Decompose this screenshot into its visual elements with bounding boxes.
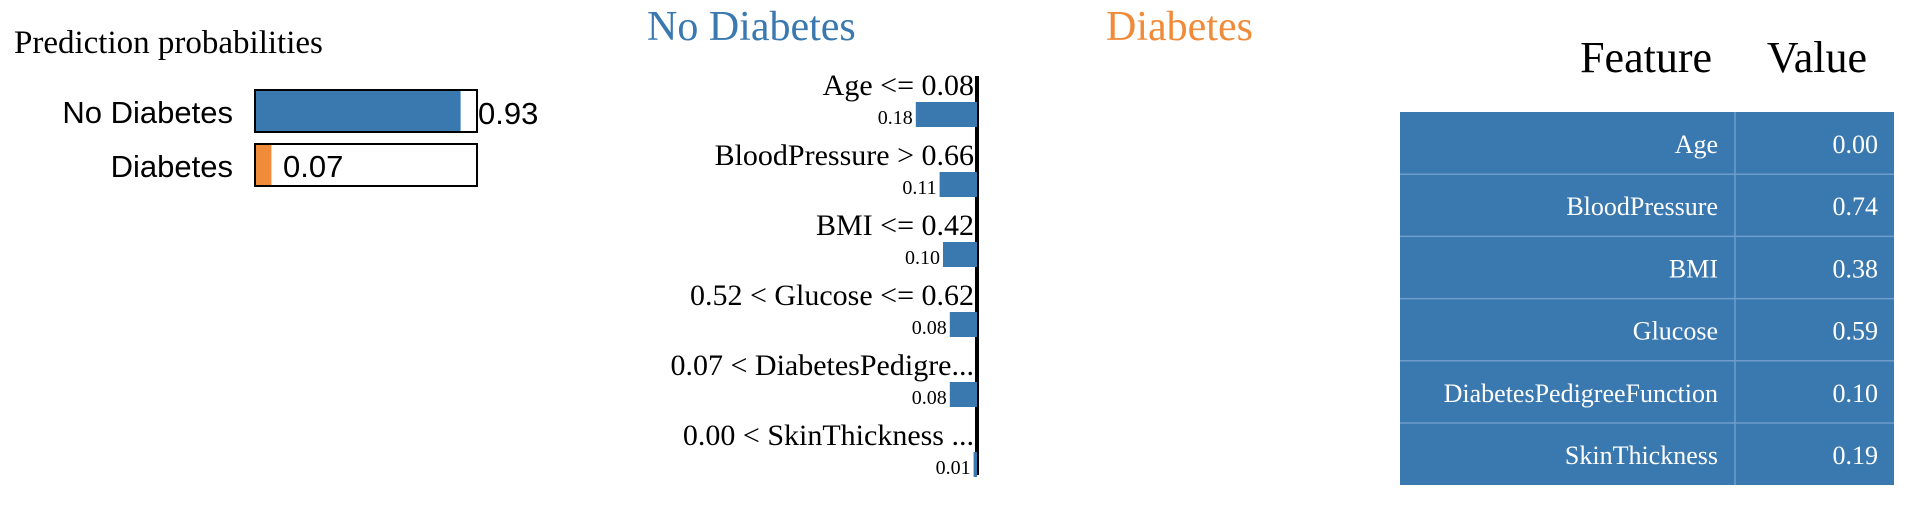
feature-value-table: Feature Value Age 0.00 BloodPressure 0.74 BM… [1400, 33, 1894, 485]
table-cell-feature: DiabetesPedigreeFunction [1444, 379, 1718, 408]
prob-label-no-diabetes: No Diabetes [62, 95, 233, 130]
class-label-no-diabetes: No Diabetes [647, 4, 856, 50]
prob-bar-no-diabetes [256, 91, 461, 131]
feature-condition-label: BloodPressure > 0.66 [715, 139, 974, 172]
prediction-probabilities-panel: Prediction probabilities No Diabetes 0.9… [14, 25, 538, 187]
feature-contribution-value: 0.01 [936, 457, 971, 479]
feature-contribution-value: 0.10 [905, 247, 940, 269]
feature-contribution-bar [939, 172, 977, 197]
table-cell-feature: BMI [1669, 254, 1718, 283]
prob-bar-diabetes [256, 145, 272, 185]
feature-contribution-bar [915, 102, 977, 127]
table-cell-value: 0.38 [1833, 254, 1879, 283]
class-label-diabetes: Diabetes [1106, 4, 1253, 50]
table-header-value: Value [1767, 33, 1867, 82]
table-cell-value: 0.10 [1833, 379, 1879, 408]
feature-condition-label: 0.07 < DiabetesPedigre... [670, 349, 974, 382]
table-cell-feature: Age [1675, 130, 1718, 159]
prob-value-no-diabetes: 0.93 [478, 96, 538, 131]
feature-contribution-value: 0.08 [912, 317, 947, 339]
prob-value-diabetes: 0.07 [283, 149, 343, 184]
table-cell-value: 0.74 [1833, 192, 1879, 221]
feature-contribution-bar [973, 452, 977, 477]
prob-label-diabetes: Diabetes [111, 149, 233, 184]
table-cell-feature: SkinThickness [1565, 441, 1718, 470]
feature-condition-label: 0.00 < SkinThickness ... [683, 419, 974, 452]
feature-condition-label: 0.52 < Glucose <= 0.62 [690, 279, 974, 312]
feature-contributions-panel: No Diabetes Diabetes Age <= 0.08 0.18 Bloo… [647, 4, 1253, 479]
feature-condition-label: BMI <= 0.42 [816, 209, 974, 242]
table-cell-value: 0.00 [1833, 130, 1879, 159]
feature-contribution-bar [949, 382, 977, 407]
prob-box-no-diabetes [254, 89, 478, 133]
table-header-feature: Feature [1580, 33, 1712, 82]
feature-contribution-value: 0.11 [902, 177, 936, 199]
table-cell-value: 0.19 [1833, 441, 1879, 470]
table-cell-value: 0.59 [1833, 317, 1879, 346]
prob-box-diabetes [254, 143, 478, 187]
feature-condition-label: Age <= 0.08 [823, 69, 974, 102]
table-cell-feature: Glucose [1633, 317, 1718, 346]
table-cell-feature: BloodPressure [1566, 192, 1718, 221]
prediction-probabilities-title: Prediction probabilities [14, 25, 323, 61]
feature-contribution-bar [943, 242, 977, 267]
feature-contribution-value: 0.18 [878, 107, 913, 129]
feature-contribution-value: 0.08 [912, 387, 947, 409]
feature-contribution-bar [949, 312, 977, 337]
